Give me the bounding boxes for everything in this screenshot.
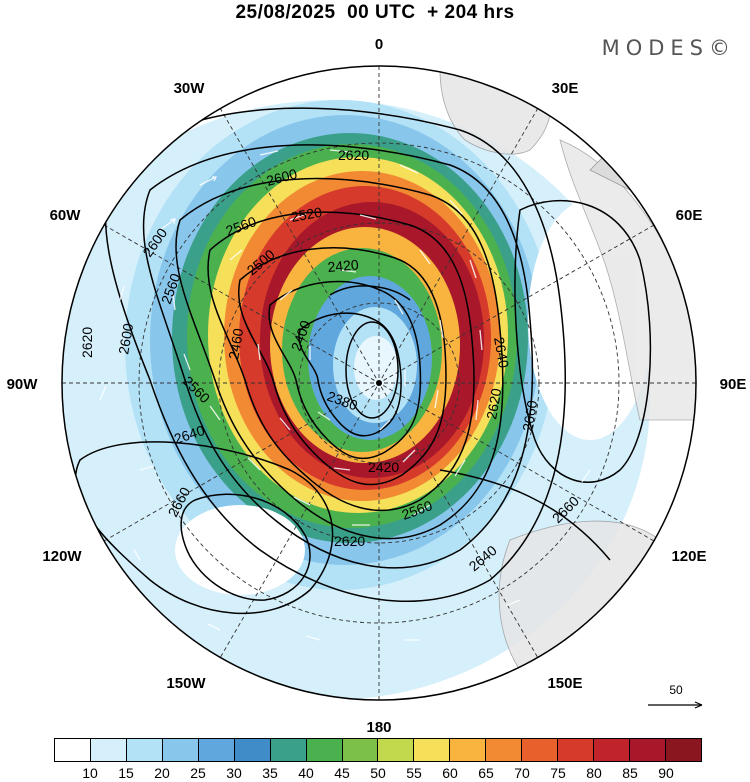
colorbar-swatch (162, 739, 199, 761)
colorbar-tick-label: 80 (586, 765, 602, 781)
colorbar-swatch (55, 739, 91, 761)
colorbar-swatch (665, 739, 701, 761)
contour-label: 2620 (79, 327, 95, 358)
colorbar-tick-label: 60 (442, 765, 458, 781)
polar-wind-map: 2620 2600 2560 2520 2600 2560 2500 2420 … (7, 36, 747, 735)
longitude-label-120w: 120W (42, 548, 82, 565)
longitude-label-bottom: 180 (366, 719, 391, 735)
colorbar-swatch (234, 739, 271, 761)
wind-shading-core (354, 336, 398, 400)
calm-area-southwest (175, 505, 305, 595)
wind-vectors (99, 119, 621, 641)
colorbar-tick-label: 25 (190, 765, 206, 781)
colorbar-swatch (414, 739, 451, 761)
colorbar-swatch (306, 739, 343, 761)
colorbar-swatch (270, 739, 307, 761)
colorbar-tick-label: 45 (334, 765, 350, 781)
contour-label: 2640 (491, 336, 512, 370)
reference-vector-label: 50 (669, 683, 683, 697)
contour-label: 2460 (225, 327, 246, 361)
map-boundary (61, 65, 697, 701)
longitude-label-60w: 60W (50, 207, 82, 224)
contour-label: 2600 (265, 165, 299, 189)
colorbar-swatch (558, 739, 595, 761)
longitude-label-left: 90W (7, 376, 39, 393)
pole-marker (376, 380, 382, 386)
colorbar-swatch (630, 739, 666, 761)
brand-logo: MODES© (601, 36, 736, 60)
colorbar-tick-label: 30 (226, 765, 242, 781)
map-disk: 2620 2600 2560 2520 2600 2560 2500 2420 … (62, 66, 696, 700)
colorbar-swatch (90, 739, 127, 761)
longitude-label-60e: 60E (676, 207, 703, 224)
height-contours (74, 107, 652, 615)
contour-label: 2600 (115, 322, 136, 356)
colorbar-tick-label: 50 (370, 765, 386, 781)
colorbar-swatch (198, 739, 235, 761)
longitude-label-120e: 120E (671, 548, 706, 565)
colorbar-tick-label: 85 (622, 765, 638, 781)
contour-label: 2620 (334, 533, 365, 549)
colorbar-swatch (378, 739, 415, 761)
colorbar-swatch (342, 739, 379, 761)
longitude-label-right: 90E (720, 376, 747, 393)
contour-label: 2620 (338, 147, 369, 163)
colorbar-swatch (594, 739, 630, 761)
landmass-asia (559, 139, 696, 421)
contour-label: 2420 (368, 459, 399, 475)
reference-vector (648, 701, 703, 709)
colorbar-tick-label: 55 (406, 765, 422, 781)
longitude-label-30w: 30W (174, 80, 206, 97)
colorbar-tick-label: 75 (550, 765, 566, 781)
longitude-label-150w: 150W (166, 675, 206, 692)
colorbar-tick-label: 10 (82, 765, 98, 781)
colorbar-swatch (522, 739, 559, 761)
map-title: 25/08/2025 00 UTC + 204 hrs (235, 2, 515, 23)
colorbar-tick-label: 35 (262, 765, 278, 781)
colorbar-swatch (486, 739, 523, 761)
colorbar-tick-label: 90 (658, 765, 674, 781)
contour-label: 2520 (290, 204, 324, 225)
contour-label: 2620 (483, 387, 504, 421)
contour-label: 2420 (327, 256, 360, 275)
colorbar-tick-label: 15 (118, 765, 134, 781)
colorbar-tick-label: 40 (298, 765, 314, 781)
colorbar-tick-label: 70 (514, 765, 530, 781)
colorbar-tick-label: 20 (154, 765, 170, 781)
colorbar-swatch (126, 739, 163, 761)
colorbar (54, 738, 702, 762)
longitude-label-top: 0 (375, 36, 383, 53)
longitude-label-150e: 150E (547, 675, 582, 692)
colorbar-swatch (450, 739, 487, 761)
colorbar-tick-label: 65 (478, 765, 494, 781)
longitude-label-30e: 30E (552, 80, 579, 97)
contour-label: 2660 (519, 399, 540, 433)
